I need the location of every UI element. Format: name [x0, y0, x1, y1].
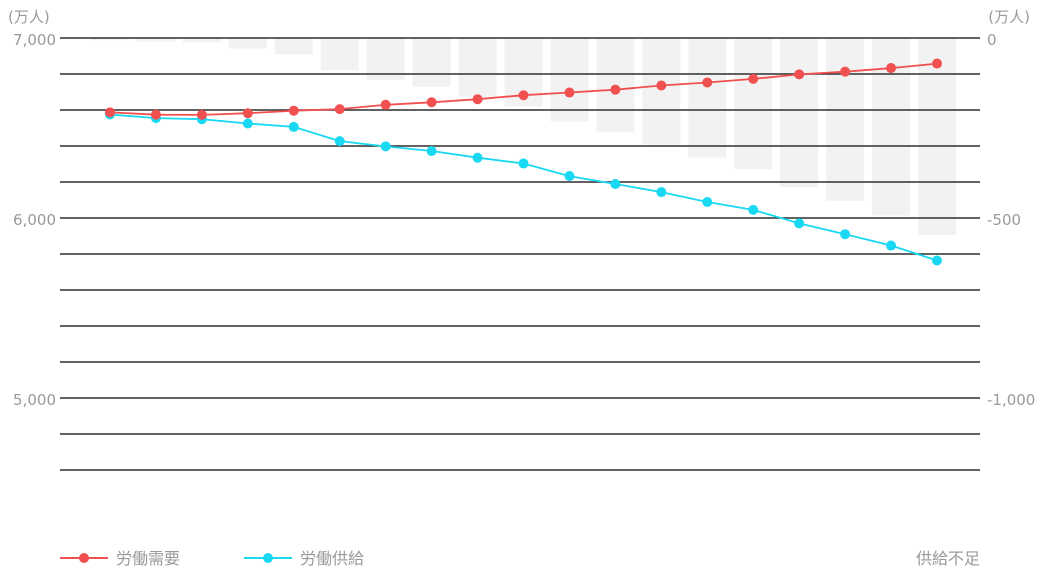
legend-swatch-marker	[79, 553, 89, 563]
data-point	[380, 141, 391, 152]
data-point	[426, 97, 437, 108]
data-point	[794, 69, 805, 80]
left-axis-unit: (万人)	[8, 8, 50, 26]
shortage-bar	[228, 38, 267, 49]
data-point	[886, 240, 897, 251]
legend-label: 供給不足	[916, 549, 980, 568]
left-tick-label: 6,000	[13, 211, 56, 229]
data-point	[656, 80, 667, 91]
data-point	[932, 58, 942, 69]
data-point	[564, 171, 575, 182]
data-point	[518, 90, 529, 101]
data-point	[288, 105, 299, 116]
series-lines	[105, 58, 942, 266]
shortage-bar	[366, 38, 405, 80]
data-point	[656, 187, 667, 198]
data-point	[840, 229, 851, 240]
shortage-bar	[826, 38, 865, 201]
legend-item-supply-shortage: 供給不足	[916, 549, 980, 568]
data-point	[105, 107, 115, 118]
series-group	[105, 109, 942, 266]
right-axis-unit: (万人)	[988, 8, 1030, 26]
right-tick-label: -500	[987, 211, 1021, 229]
data-point	[288, 121, 299, 132]
data-point	[932, 255, 942, 266]
data-point	[748, 204, 759, 215]
data-point	[840, 66, 851, 77]
shortage-bars	[91, 38, 956, 235]
data-point	[610, 84, 621, 95]
gridlines	[60, 37, 980, 471]
data-point	[472, 152, 483, 163]
shortage-bar	[91, 38, 129, 41]
data-point	[242, 108, 253, 119]
shortage-bar	[734, 38, 773, 170]
legend-item-labor-demand: 労働需要	[60, 549, 180, 568]
data-point	[196, 109, 207, 120]
legend-item-labor-supply: 労働供給	[244, 549, 364, 568]
shortage-bar	[688, 38, 727, 158]
legend-label: 労働供給	[300, 549, 364, 568]
data-point	[242, 118, 253, 129]
series-group	[105, 58, 942, 120]
shortage-bar	[182, 38, 221, 43]
shortage-bar	[642, 38, 681, 145]
left-tick-label: 5,000	[13, 391, 56, 409]
right-tick-label: -1,000	[987, 391, 1035, 409]
right-tick-label: 0	[987, 31, 997, 49]
left-tick-label: 7,000	[13, 31, 56, 49]
shortage-bar	[458, 38, 497, 97]
data-point	[702, 196, 713, 207]
legend-label: 労働需要	[116, 549, 180, 568]
data-point	[380, 99, 391, 110]
shortage-bar	[780, 38, 819, 188]
data-point	[886, 63, 897, 74]
shortage-bar	[274, 38, 313, 55]
data-point	[794, 218, 805, 229]
shortage-bar	[918, 38, 956, 235]
data-point	[472, 94, 483, 105]
data-point	[426, 146, 437, 157]
data-point	[564, 87, 575, 98]
legend-swatch-marker	[263, 553, 273, 563]
data-point	[610, 178, 621, 189]
data-point	[518, 158, 529, 169]
shortage-bar	[412, 38, 451, 87]
legend: 労働需要 労働供給 供給不足	[60, 549, 980, 568]
data-point	[748, 73, 759, 84]
shortage-bar	[550, 38, 589, 122]
data-point	[702, 77, 713, 88]
data-point	[150, 109, 161, 120]
shortage-bar	[320, 38, 359, 71]
data-point	[334, 136, 345, 147]
axes: (万人) (万人) 7,000 6,000 5,000 0 -500 -1,00…	[8, 8, 1035, 409]
shortage-bar	[136, 38, 175, 42]
data-point	[334, 104, 345, 115]
